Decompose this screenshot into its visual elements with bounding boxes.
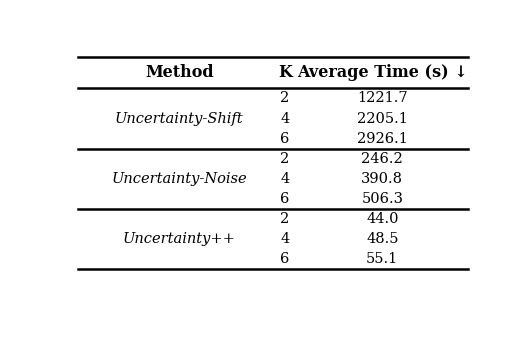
Text: Method: Method — [145, 64, 213, 81]
Text: 48.5: 48.5 — [366, 232, 399, 246]
Text: K: K — [278, 64, 292, 81]
Text: 55.1: 55.1 — [366, 252, 398, 266]
Text: Uncertainty-Noise: Uncertainty-Noise — [112, 172, 247, 186]
Text: 4: 4 — [280, 232, 289, 246]
Text: 2205.1: 2205.1 — [357, 112, 408, 126]
Text: 6: 6 — [280, 192, 289, 206]
Text: Uncertainty++: Uncertainty++ — [123, 232, 236, 246]
Text: 1221.7: 1221.7 — [357, 92, 408, 106]
Text: 506.3: 506.3 — [361, 192, 403, 206]
Text: 390.8: 390.8 — [361, 172, 403, 186]
Text: 6: 6 — [280, 252, 289, 266]
Text: 2: 2 — [280, 152, 289, 166]
Text: Average Time (s) ↓: Average Time (s) ↓ — [297, 64, 467, 81]
Text: 4: 4 — [280, 172, 289, 186]
Text: 4: 4 — [280, 112, 289, 126]
Text: 6: 6 — [280, 132, 289, 146]
Text: 2: 2 — [280, 92, 289, 106]
Text: 246.2: 246.2 — [362, 152, 403, 166]
Text: 2: 2 — [280, 212, 289, 226]
Text: Uncertainty-Shift: Uncertainty-Shift — [115, 112, 244, 126]
Text: 2926.1: 2926.1 — [357, 132, 408, 146]
Text: 44.0: 44.0 — [366, 212, 399, 226]
